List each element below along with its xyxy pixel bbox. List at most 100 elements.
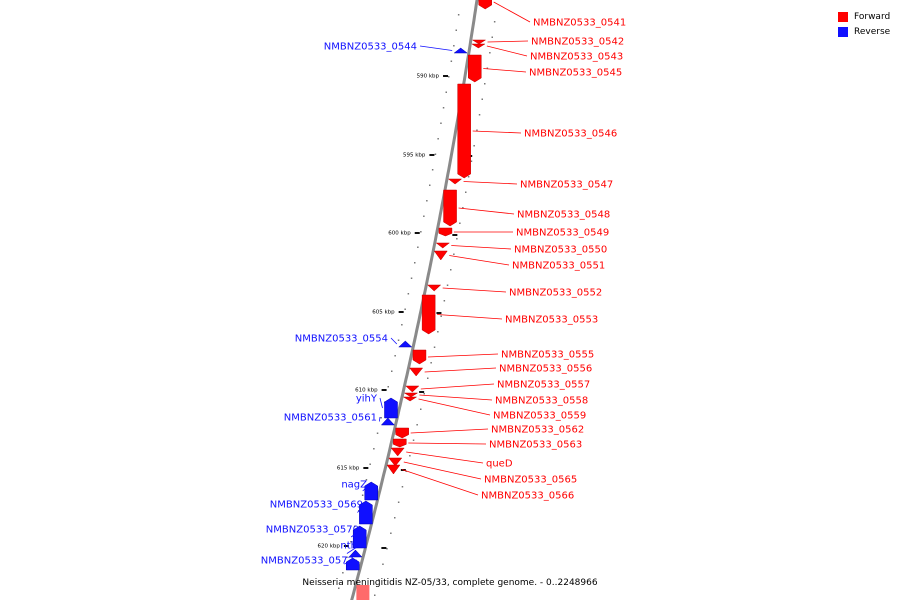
gene-label: NMBNZ0533_0561 [284,413,377,424]
leader-line [424,367,497,373]
gene-reverse-arrow [348,549,363,558]
tick-dot [414,262,416,264]
tick-mark [414,232,420,234]
tick-mark [436,312,442,314]
tick-label: 620 kbp [317,544,340,550]
tick-dot [354,525,356,527]
tick-dot [386,548,388,550]
gene-forward-arrow [402,396,418,402]
tick-dot [493,21,496,23]
gene-forward-arrow [457,83,471,179]
gene-forward-arrow [403,392,419,398]
gene-forward-arrow [390,447,405,457]
tick-dot [459,222,461,224]
tick-dot [394,517,396,519]
gene-forward-arrow [435,242,451,249]
gene-label: NMBNZ0533_0547 [520,180,613,191]
tick-dot [420,408,422,410]
legend-label-forward: Forward [854,11,891,22]
tick-dot [473,145,475,147]
leader-line [419,45,453,51]
leader-line [451,245,512,250]
tick-dot [470,160,473,162]
legend-item-forward: Forward [838,9,890,24]
leader-line [442,287,507,293]
leader-line [483,68,527,73]
gene-features [345,0,492,600]
tick-dot [448,76,450,78]
tick-mark [381,389,387,391]
tick-dot [401,324,403,326]
gene-label: NMBNZ0533_0563 [489,440,582,451]
tick-dot [437,331,439,333]
tick-dot [489,52,491,54]
gene-forward-arrow [471,43,486,49]
leader-line [437,314,503,320]
tick-dot [462,207,464,209]
gene-reverse-arrow [453,47,468,54]
minor-tick-dots [338,14,496,596]
tick-dot [374,594,376,596]
tick-dot [481,98,483,100]
tick-dot [394,355,396,357]
gene-label: NMBNZ0533_0565 [484,475,577,486]
leader-line [408,442,487,445]
gene-forward-arrow [409,367,424,377]
tick-dot [426,200,428,202]
gene-forward-arrow [388,457,403,467]
tick-dot [420,231,422,233]
gene-label: NMBNZ0533_0548 [517,210,610,221]
leader-line [403,461,482,480]
tick-dot [450,60,453,62]
tick-dot [416,424,418,426]
tick-dot [453,253,455,255]
tick-dot [467,176,470,178]
leader-line [390,337,398,345]
gene-reverse-arrow [359,500,373,525]
strand-legend: Forward Reverse [838,9,890,39]
tick-dot [446,284,449,286]
tick-dot [397,339,400,341]
tick-dot [429,184,431,186]
gene-forward-arrow [405,385,420,393]
genome-caption: Neisseria meningitidis NZ-05/33, complet… [302,578,598,588]
gene-reverse-arrow [384,397,398,419]
tick-mark [363,467,369,469]
tick-dot [491,36,493,38]
gene-label: NMBNZ0533_0552 [509,288,602,299]
tick-dot [430,362,432,364]
tick-dot [412,439,415,441]
tick-dot [380,417,382,419]
tick-dot [437,138,439,140]
gene-label: NMBNZ0533_0551 [512,261,605,272]
tick-dot [456,238,458,240]
tick-dot [427,377,429,379]
leader-line [463,181,518,185]
forward-swatch [838,11,848,22]
leader-line [344,559,358,565]
tick-dot [453,45,455,47]
leader-line [458,207,515,215]
gene-forward-arrow [433,250,448,261]
tick-label: 615 kbp [337,466,360,472]
tick-dot [423,393,425,395]
gene-label: NMBNZ0533_0541 [533,18,626,29]
leader-line [357,503,367,513]
tick-dot [440,122,442,124]
gene-label: NMBNZ0533_0559 [493,411,586,422]
tick-dot [433,346,436,348]
gene-forward-arrow [395,427,409,439]
gene-forward-arrow [447,178,463,185]
tick-dot [445,91,447,93]
tick-dot [478,114,481,116]
gene-forward-arrow [438,227,453,237]
tick-dot [404,308,406,310]
tick-label: 605 kbp [372,310,395,316]
tick-dot [373,448,375,450]
gene-label: NMBNZ0533_0557 [497,380,590,391]
gene-label: queD [486,459,513,470]
leader-line [418,398,491,416]
tick-dot [484,83,486,85]
tick-dot [338,587,340,589]
tick-dot [410,277,413,279]
